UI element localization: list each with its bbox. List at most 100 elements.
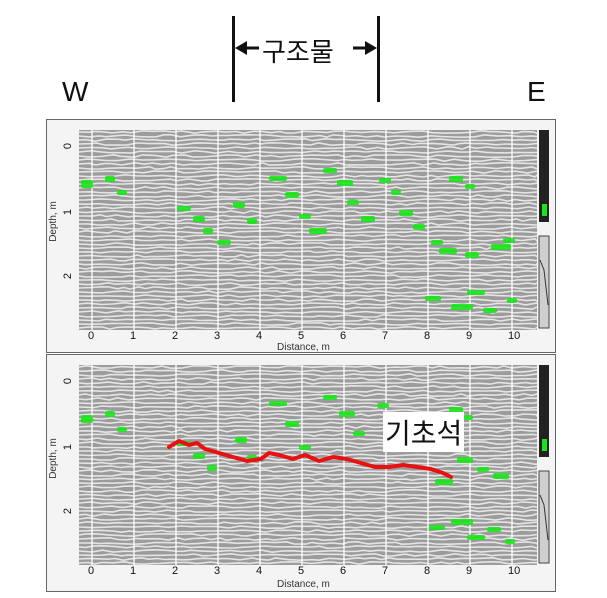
radargram-top-panel: Depth, m 0 1 2 0 1 2 3 4 5 6 7 8 9 10 Distance, m <box>46 119 556 353</box>
reflection-band <box>78 376 537 382</box>
strong-reflection-highlight <box>233 202 245 208</box>
reflection-band <box>78 428 537 434</box>
bottom-x-tick-4: 4 <box>256 565 263 577</box>
reflection-band <box>78 149 537 155</box>
y-tick-top-1: 1 <box>62 208 75 216</box>
strong-reflection-highlight <box>391 190 401 195</box>
reflection-band <box>78 173 538 179</box>
reflection-band <box>78 500 538 506</box>
reflection-band <box>78 372 538 377</box>
strong-reflection-highlight <box>207 465 217 471</box>
reflection-band <box>78 516 538 522</box>
top-x-tick-7: 7 <box>382 330 389 342</box>
bottom-x-tick-10: 10 <box>508 565 521 577</box>
foundation-interface-line <box>167 439 453 479</box>
reflection-band <box>78 137 538 143</box>
strong-reflection-highlight <box>457 457 473 463</box>
east-label: E <box>527 76 546 107</box>
reflection-band <box>78 161 538 167</box>
strong-reflection-highlight <box>449 176 463 182</box>
bottom-x-tick-9: 9 <box>466 565 473 577</box>
strong-reflection-highlight <box>483 308 497 313</box>
y-tick-bottom-0: 0 <box>62 377 75 385</box>
strong-reflection-highlight <box>81 415 93 423</box>
reflection-band <box>78 504 538 510</box>
reflection-band <box>78 253 538 259</box>
reflection-band <box>78 285 538 290</box>
strong-reflection-highlight <box>347 200 359 205</box>
reflection-band <box>78 281 538 287</box>
strong-reflection-highlight <box>463 415 473 420</box>
reflection-band <box>78 468 538 474</box>
radargram-bottom <box>78 364 550 566</box>
reflection-band <box>78 480 538 486</box>
strong-reflection-highlight <box>203 228 213 234</box>
strong-reflection-highlight <box>465 252 479 258</box>
reflection-band <box>78 133 538 139</box>
reflection-band <box>78 540 538 546</box>
reflection-band <box>78 524 538 530</box>
reflection-band <box>78 261 538 267</box>
top-x-tick-1: 1 <box>130 330 137 342</box>
y-tick-top-2: 2 <box>62 272 75 280</box>
strong-reflection-highlight <box>217 240 231 245</box>
strong-reflection-highlight <box>377 403 389 408</box>
strong-reflection-highlight <box>81 180 93 188</box>
top-x-tick-8: 8 <box>424 330 431 342</box>
reflection-band <box>78 396 538 402</box>
reflection-band <box>78 560 538 566</box>
y-tick-bottom-1: 1 <box>62 443 75 451</box>
reflection-band <box>78 222 538 227</box>
reflection-band <box>78 321 538 327</box>
strong-reflection-highlight <box>323 168 337 173</box>
reflection-band <box>78 404 538 410</box>
strong-reflection-highlight <box>451 304 473 310</box>
strong-reflection-highlight <box>487 527 501 532</box>
structure-arrow <box>235 41 377 55</box>
reflection-band <box>78 182 538 187</box>
strong-reflection-highlight <box>285 192 299 198</box>
x-axis-title-bottom: Distance, m <box>277 579 330 590</box>
structure-title: 구조물 <box>262 38 334 68</box>
reflection-band <box>78 532 538 538</box>
strong-reflection-highlight <box>505 539 515 544</box>
strong-reflection-highlight <box>247 218 257 224</box>
strong-reflection-highlight <box>503 238 515 243</box>
radargram-bottom-gridlines <box>91 365 513 565</box>
reflection-band <box>78 509 538 514</box>
reflection-band <box>78 197 538 203</box>
reflection-band <box>78 209 538 215</box>
bottom-x-tick-8: 8 <box>424 565 431 577</box>
strong-reflection-highlight <box>429 525 445 530</box>
reflection-band <box>78 472 538 478</box>
y-axis-title-top: Depth, m <box>47 201 59 242</box>
radargram-top-bands <box>78 129 538 331</box>
strong-reflection-highlight <box>449 407 463 413</box>
strong-reflection-highlight <box>235 437 247 443</box>
strong-reflection-highlight <box>361 216 375 222</box>
strong-reflection-highlight <box>117 427 127 432</box>
strong-reflection-highlight <box>193 453 205 459</box>
reflection-band <box>78 512 538 518</box>
strong-reflection-highlight <box>269 176 287 181</box>
reflection-band <box>78 193 538 199</box>
reflection-band <box>78 477 538 482</box>
reflection-band <box>78 400 538 405</box>
reflection-band <box>78 364 538 370</box>
reflection-band <box>78 201 538 206</box>
strong-reflection-highlight <box>299 214 311 219</box>
reflection-band <box>78 177 538 182</box>
reflection-band <box>78 452 538 458</box>
foundation-stone-label: 기초석 <box>383 412 465 452</box>
strong-reflection-highlight <box>353 431 365 436</box>
reflection-band <box>78 309 538 315</box>
x-axis-title-top: Distance, m <box>277 342 330 353</box>
top-x-tick-3: 3 <box>214 330 221 342</box>
reflection-band <box>78 217 538 223</box>
strong-reflection-highlight <box>425 296 441 301</box>
reflection-band <box>78 548 538 554</box>
top-x-tick-5: 5 <box>298 330 305 342</box>
reflection-band <box>78 269 538 275</box>
reflection-band <box>78 145 538 151</box>
strong-reflection-highlight <box>193 216 205 222</box>
